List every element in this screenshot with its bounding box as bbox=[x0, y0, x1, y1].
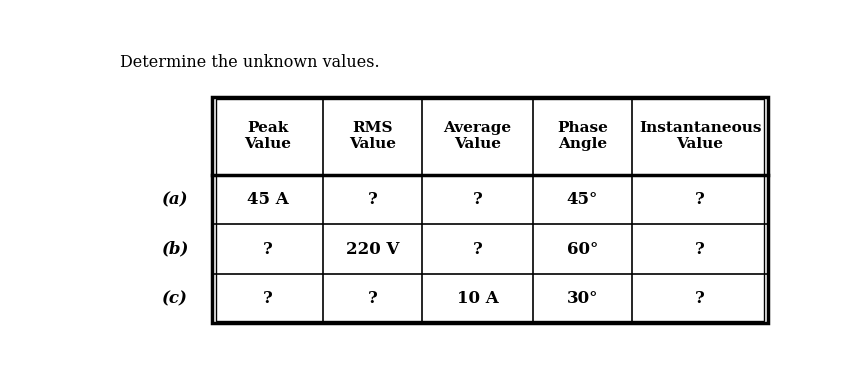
Text: 10 A: 10 A bbox=[457, 290, 498, 307]
Text: Peak
Value: Peak Value bbox=[244, 121, 292, 151]
Text: ?: ? bbox=[263, 290, 272, 307]
Text: RMS
Value: RMS Value bbox=[349, 121, 396, 151]
Text: 45 A: 45 A bbox=[247, 191, 289, 208]
Text: (c): (c) bbox=[163, 290, 188, 307]
Text: ?: ? bbox=[263, 241, 272, 258]
Text: (b): (b) bbox=[162, 241, 189, 258]
Text: ?: ? bbox=[472, 191, 483, 208]
Text: ?: ? bbox=[695, 241, 705, 258]
Text: 30°: 30° bbox=[567, 290, 599, 307]
Text: Average
Value: Average Value bbox=[444, 121, 511, 151]
Text: ?: ? bbox=[368, 191, 377, 208]
Text: ?: ? bbox=[368, 290, 377, 307]
Text: ?: ? bbox=[472, 241, 483, 258]
Text: 220 V: 220 V bbox=[346, 241, 400, 258]
Text: ?: ? bbox=[695, 191, 705, 208]
Text: Instantaneous
Value: Instantaneous Value bbox=[639, 121, 761, 151]
Text: Phase
Angle: Phase Angle bbox=[557, 121, 608, 151]
Text: (a): (a) bbox=[162, 191, 189, 208]
Text: 45°: 45° bbox=[567, 191, 598, 208]
Text: 60°: 60° bbox=[567, 241, 598, 258]
Text: ?: ? bbox=[695, 290, 705, 307]
Text: Determine the unknown values.: Determine the unknown values. bbox=[120, 54, 380, 71]
